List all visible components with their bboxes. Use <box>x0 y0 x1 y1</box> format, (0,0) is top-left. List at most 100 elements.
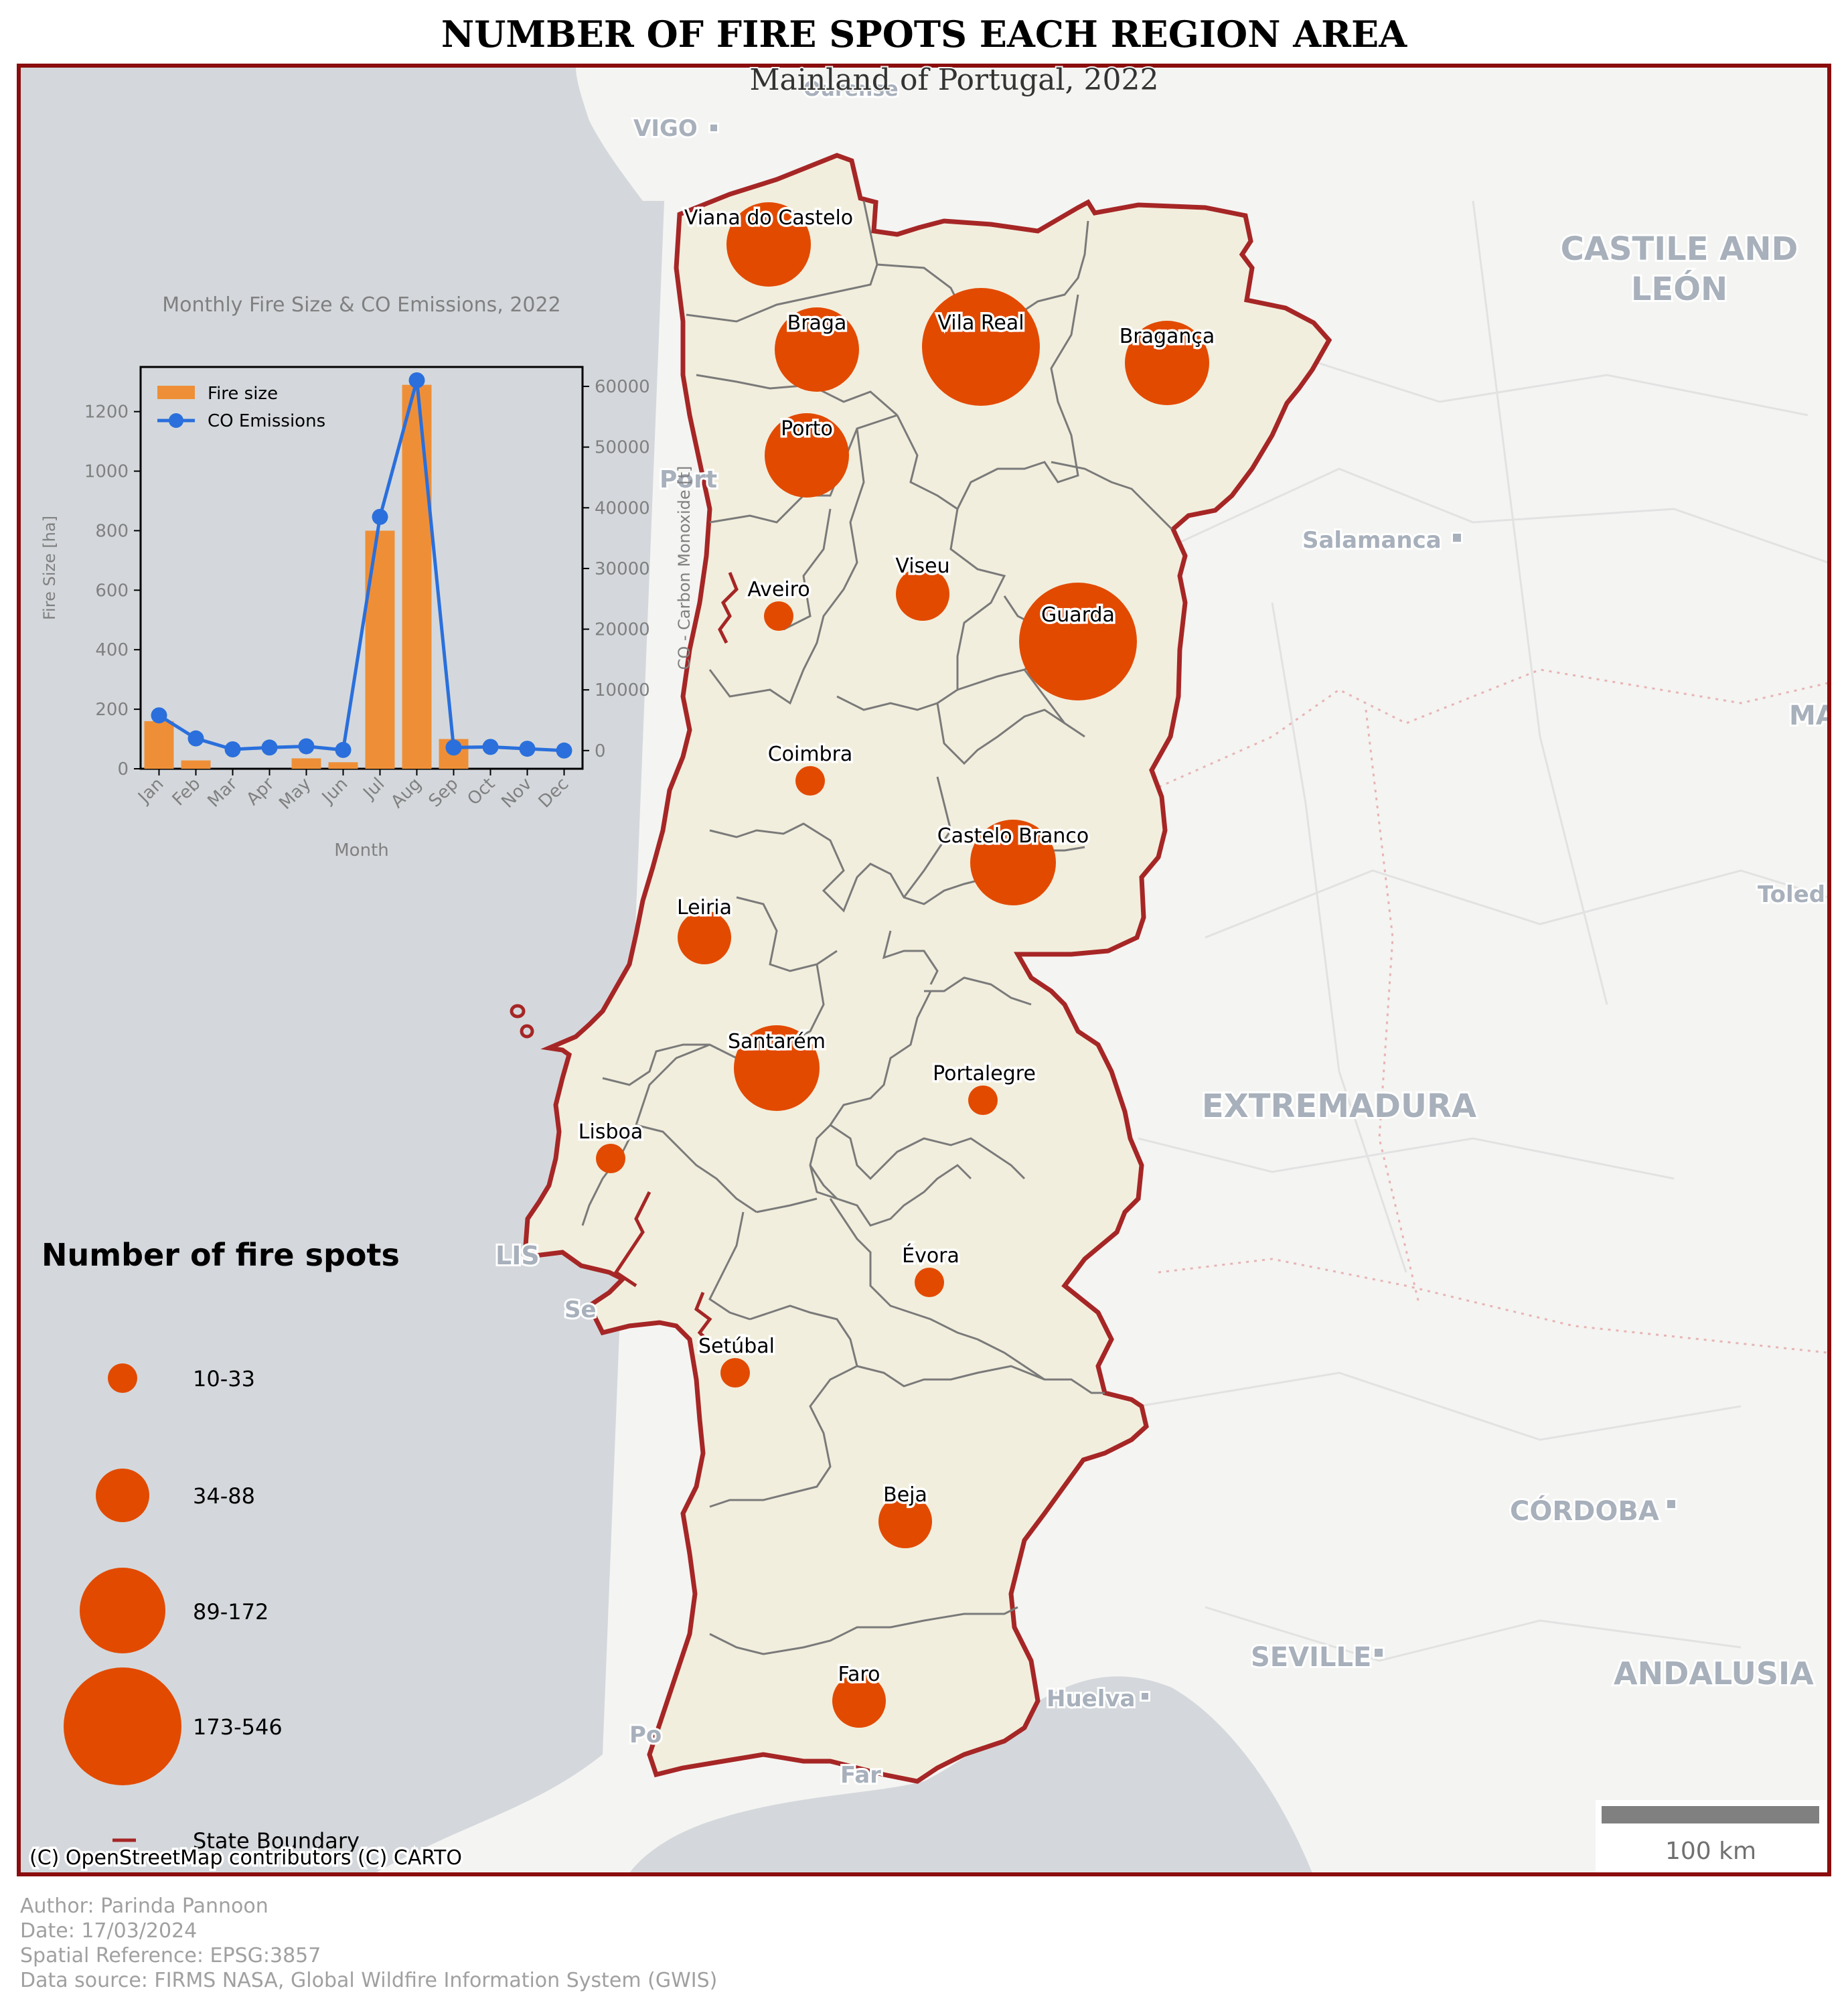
district-label-aveiro: Aveiro <box>747 578 810 601</box>
basemap-label-faro: Far <box>840 1762 881 1789</box>
attribution: (C) OpenStreetMap contributors (C) CARTO <box>29 1846 462 1870</box>
footer-srs: Spatial Reference: EPSG:3857 <box>20 1944 321 1967</box>
co-point-oct <box>482 739 499 755</box>
circle-braganca <box>1125 321 1209 405</box>
y-tick-label: 200 <box>95 700 129 720</box>
legend-label-co-emissions: CO Emissions <box>208 411 325 431</box>
y2-tick-label: 40000 <box>595 498 650 518</box>
circle-aveiro <box>764 601 793 631</box>
co-point-jan <box>151 707 167 724</box>
circle-santarem <box>734 1025 820 1111</box>
chart-title: Monthly Fire Size & CO Emissions, 2022 <box>162 293 560 317</box>
district-label-santarem: Santarém <box>728 1030 826 1053</box>
region-borders <box>1151 668 1828 1354</box>
footer-date: Date: 17/03/2024 <box>20 1919 197 1943</box>
y2-tick-label: 30000 <box>595 559 650 579</box>
basemap-label-ourense: Ourense <box>803 78 899 101</box>
legend-circle-10-33 <box>108 1363 137 1393</box>
district-label-lisboa: Lisboa <box>579 1120 643 1144</box>
basemap-label-extremadura: EXTREMADURA <box>1202 1088 1476 1125</box>
circle-guarda <box>1019 583 1137 700</box>
district-label-braganca: Bragança <box>1120 325 1215 348</box>
legend-circle-89-172 <box>80 1568 165 1653</box>
map-title: NUMBER OF FIRE SPOTS EACH REGION AREA <box>441 13 1407 56</box>
district-label-castelo-branco: Castelo Branco <box>937 824 1089 848</box>
circle-faro <box>832 1674 886 1728</box>
legend-swatch-co-marker <box>169 413 183 428</box>
district-label-portalegre: Portalegre <box>933 1062 1036 1086</box>
co-point-jul <box>372 508 388 525</box>
co-point-jun <box>335 741 352 758</box>
legend-circle-173-546 <box>64 1667 181 1785</box>
district-label-faro: Faro <box>838 1663 880 1686</box>
y2-tick-label: 10000 <box>595 680 650 700</box>
co-point-sep <box>445 739 462 756</box>
circle-vila-real <box>922 288 1040 406</box>
legend-title: Number of fire spots <box>42 1237 400 1273</box>
circle-leiria <box>678 911 731 964</box>
chart-ylabel: Fire Size [ha] <box>40 516 59 620</box>
district-label-evora: Évora <box>902 1244 959 1268</box>
district-label-porto: Porto <box>781 417 833 441</box>
circle-viseu <box>896 567 949 621</box>
district-label-viseu: Viseu <box>895 554 949 578</box>
legend-label-state-boundary: State Boundary <box>193 1828 360 1854</box>
district-labels: Viana do Castelo Braga Vila Real Braganç… <box>576 204 1217 1689</box>
legend-label-34-88: 34-88 <box>193 1483 255 1509</box>
legend-swatch-fire-size <box>157 386 195 399</box>
bar-jan <box>144 721 174 769</box>
fire-spot-circles <box>596 202 1209 1728</box>
circle-coimbra <box>795 766 825 796</box>
basemap-label-seville: SEVILLE <box>1251 1642 1371 1673</box>
basemap-label-lisboa: LIS <box>495 1241 540 1270</box>
y2-tick-label: 50000 <box>595 438 650 458</box>
huelva-dot <box>1140 1691 1150 1702</box>
co-point-feb <box>187 730 204 747</box>
y-tick-label: 1200 <box>84 402 129 423</box>
basemap-label-toledo: Toled <box>1758 881 1825 908</box>
map-frame <box>17 64 1831 1876</box>
y-tick-label: 1000 <box>84 462 129 482</box>
district-label-vila-real: Vila Real <box>937 311 1024 335</box>
legend-label-fire-size: Fire size <box>208 384 278 404</box>
seville-dot <box>1373 1647 1385 1659</box>
basemap-label-porto: Port <box>660 466 717 494</box>
circle-porto <box>765 413 849 498</box>
legend-label-173-546: 173-546 <box>193 1714 283 1740</box>
map-area: VIGO Ourense CASTILE AND LEÓN Salamanca … <box>20 67 1828 1873</box>
circle-beja <box>878 1495 932 1548</box>
circle-lisboa <box>596 1144 625 1173</box>
footer-source: Data source: FIRMS NASA, Global Wildfire… <box>20 1969 717 1992</box>
y2-tick-label: 60000 <box>595 377 650 397</box>
district-label-leiria: Leiria <box>677 896 732 919</box>
basemap-label-castile-1: CASTILE AND <box>1561 230 1798 268</box>
basemap-label-salamanca: Salamanca <box>1302 527 1442 554</box>
circle-castelo-branco <box>970 820 1056 905</box>
bar-jul <box>365 530 395 769</box>
cordoba-dot <box>1665 1498 1677 1510</box>
legend-label-89-172: 89-172 <box>193 1599 268 1625</box>
basemap-label-vigo: VIGO <box>633 115 698 142</box>
basemap-label-portimao: Po <box>629 1722 662 1748</box>
co-point-nov <box>519 741 536 757</box>
footer-author: Author: Parinda Pannoon <box>20 1894 268 1918</box>
salamanca-dot <box>1451 532 1463 544</box>
bar-jun <box>328 762 358 769</box>
galicia-land <box>576 67 676 201</box>
y2-tick-label: 0 <box>595 741 606 761</box>
circle-viana-do-castelo <box>726 202 811 287</box>
y-tick-label: 0 <box>117 759 129 779</box>
chart-y2label: CO - Carbon Monoxide [t] <box>675 466 694 670</box>
circle-setubal <box>720 1358 750 1388</box>
chart-legend: Fire size CO Emissions <box>157 384 325 431</box>
district-label-setubal: Setúbal <box>698 1335 775 1358</box>
district-label-viana-do-castelo: Viana do Castelo <box>684 206 853 230</box>
co-point-may <box>298 738 315 755</box>
co-point-dec <box>556 742 572 759</box>
y-tick-label: 800 <box>95 521 129 541</box>
vigo-dot <box>708 123 719 133</box>
map-subtitle: Mainland of Portugal, 2022 <box>749 63 1158 97</box>
circle-evora <box>915 1268 944 1297</box>
scalebar-bar <box>1602 1806 1819 1823</box>
